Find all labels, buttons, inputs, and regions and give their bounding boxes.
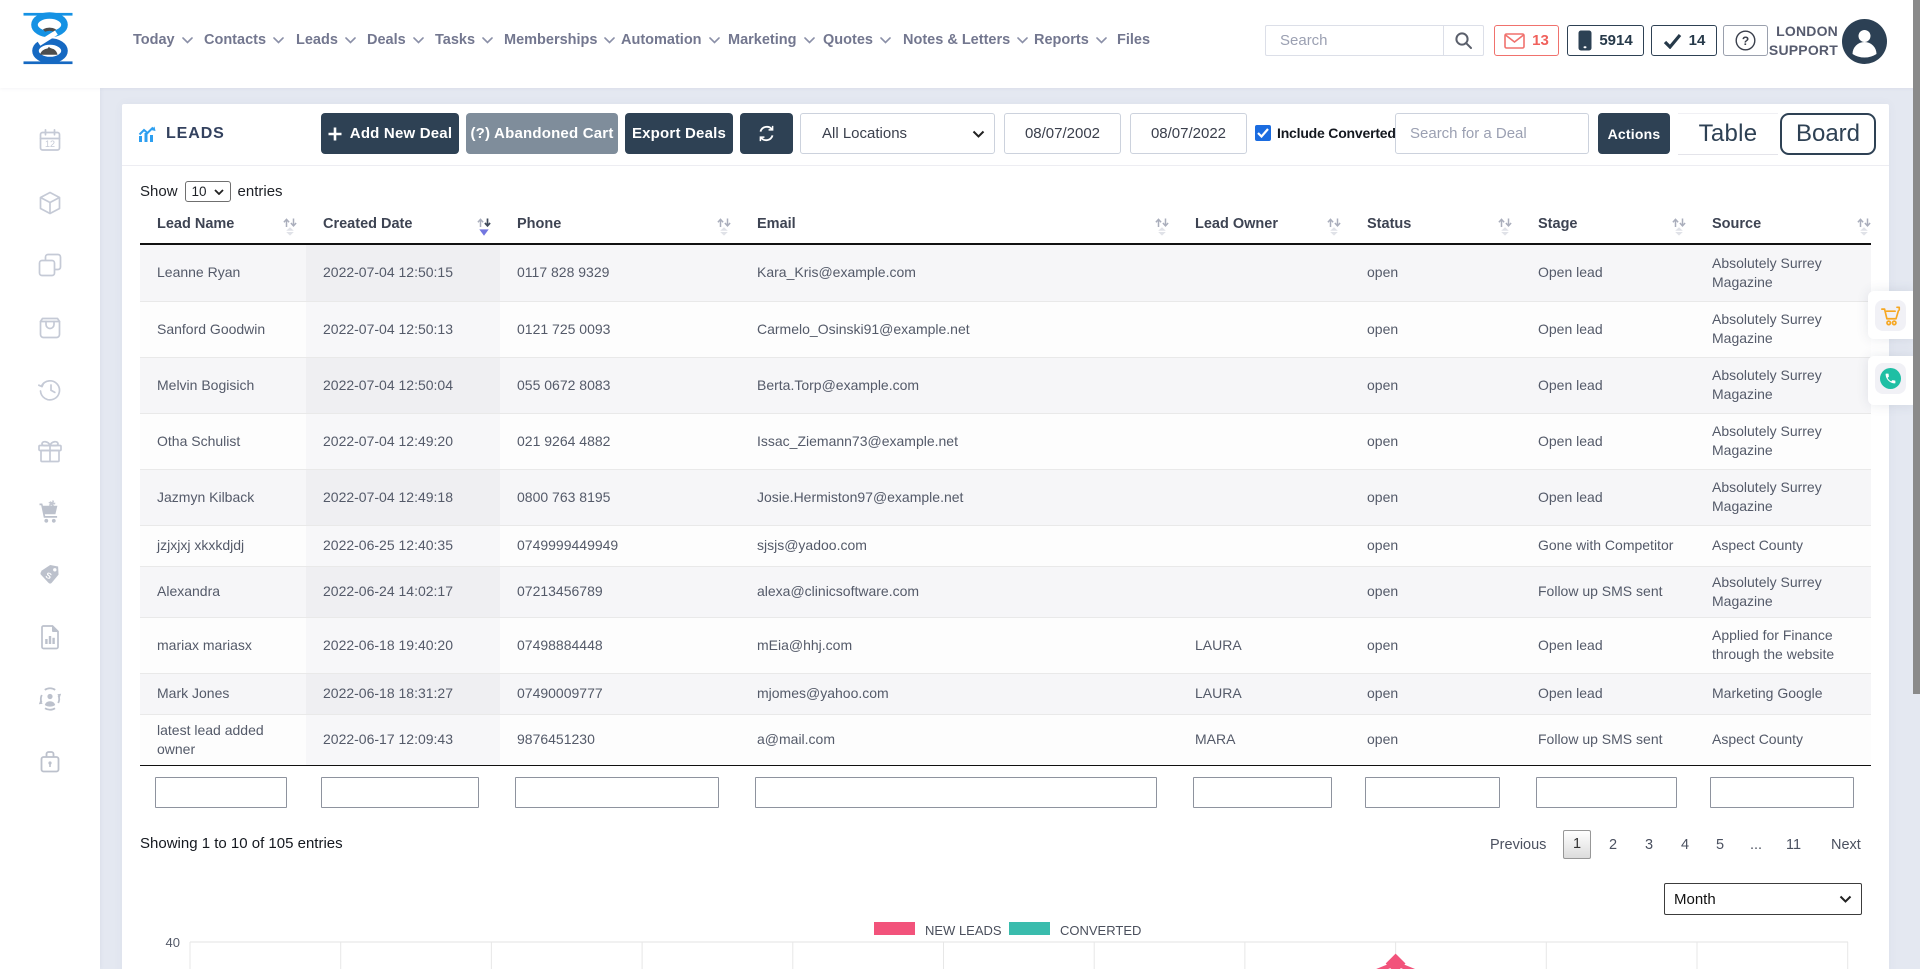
svg-text:?: ? [1742, 34, 1749, 48]
svg-text:12: 12 [45, 139, 55, 149]
svg-text:S: S [44, 570, 54, 582]
